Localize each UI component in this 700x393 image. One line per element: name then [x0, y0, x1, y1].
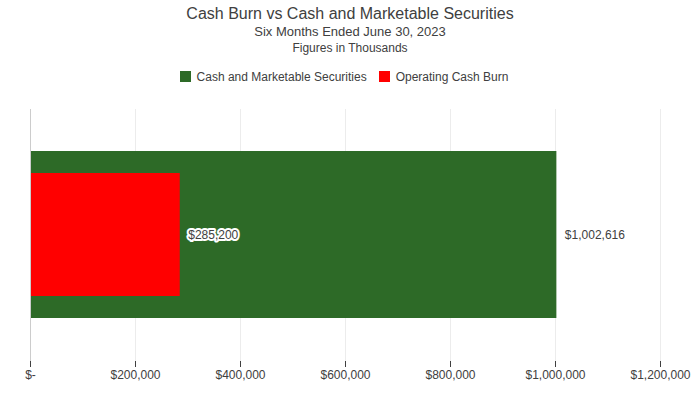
html-text:Cash Burn vs Cash and Marketab: Cash Burn vs Cash and Marketable Securit…: [186, 5, 514, 22]
svg-text:$-: $-: [25, 368, 36, 382]
svg-text:$800,000: $800,000: [425, 368, 475, 382]
html-text:Figures in Thousands: Figures in Thousands: [292, 41, 408, 55]
svg-text:$1,000,000: $1,000,000: [525, 368, 585, 382]
svg-text:$600,000: $600,000: [320, 368, 370, 382]
html-text:Six Months Ended June 30, 2023: Six Months Ended June 30, 2023: [254, 24, 446, 39]
svg-text:$1,002,616: $1,002,616: [565, 228, 625, 242]
html-text:Operating Cash Burn: Operating Cash Burn: [395, 69, 509, 84]
svg-text:$400,000: $400,000: [215, 368, 265, 382]
html-text:Cash and Marketable Securities: Cash and Marketable Securities: [196, 69, 367, 84]
svg-text:$200,000: $200,000: [110, 368, 160, 382]
svg-text:$1,200,000: $1,200,000: [630, 368, 690, 382]
svg-text:$285,200: $285,200: [188, 228, 238, 242]
